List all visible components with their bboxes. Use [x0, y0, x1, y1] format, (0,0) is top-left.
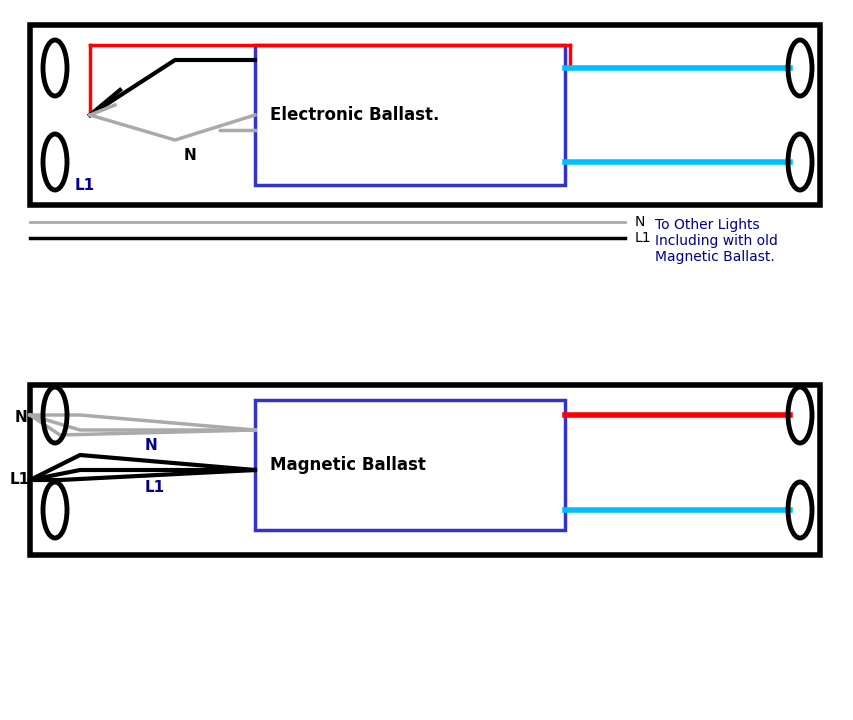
Bar: [30, 385, 819, 555]
Text: N: N: [15, 410, 27, 426]
Bar: [255, 400, 565, 530]
Text: L1: L1: [75, 178, 95, 192]
Bar: [30, 25, 819, 205]
Text: N: N: [145, 438, 158, 452]
Text: L1: L1: [10, 472, 30, 487]
Text: Magnetic Ballast: Magnetic Ballast: [270, 456, 426, 474]
Bar: [255, 45, 565, 185]
Text: N: N: [635, 215, 645, 229]
Text: L1: L1: [145, 480, 165, 495]
Text: Electronic Ballast.: Electronic Ballast.: [270, 106, 438, 124]
Text: N: N: [183, 148, 196, 163]
Text: To Other Lights
Including with old
Magnetic Ballast.: To Other Lights Including with old Magne…: [654, 218, 777, 264]
Text: L1: L1: [635, 231, 651, 245]
